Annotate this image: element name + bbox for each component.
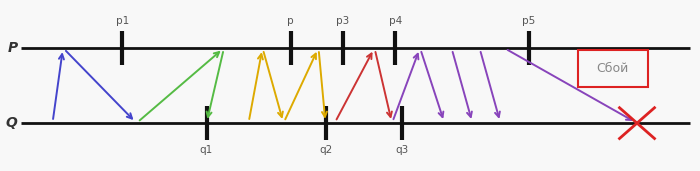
Text: p1: p1	[116, 16, 129, 26]
Text: P: P	[8, 41, 18, 55]
Text: p4: p4	[389, 16, 402, 26]
Text: q3: q3	[396, 145, 409, 155]
Text: Сбой: Сбой	[596, 62, 629, 75]
FancyBboxPatch shape	[578, 50, 648, 87]
Text: Q: Q	[6, 116, 18, 130]
Text: p5: p5	[522, 16, 535, 26]
Text: p3: p3	[337, 16, 349, 26]
Text: q1: q1	[200, 145, 213, 155]
Text: p: p	[287, 16, 294, 26]
Text: q2: q2	[319, 145, 332, 155]
